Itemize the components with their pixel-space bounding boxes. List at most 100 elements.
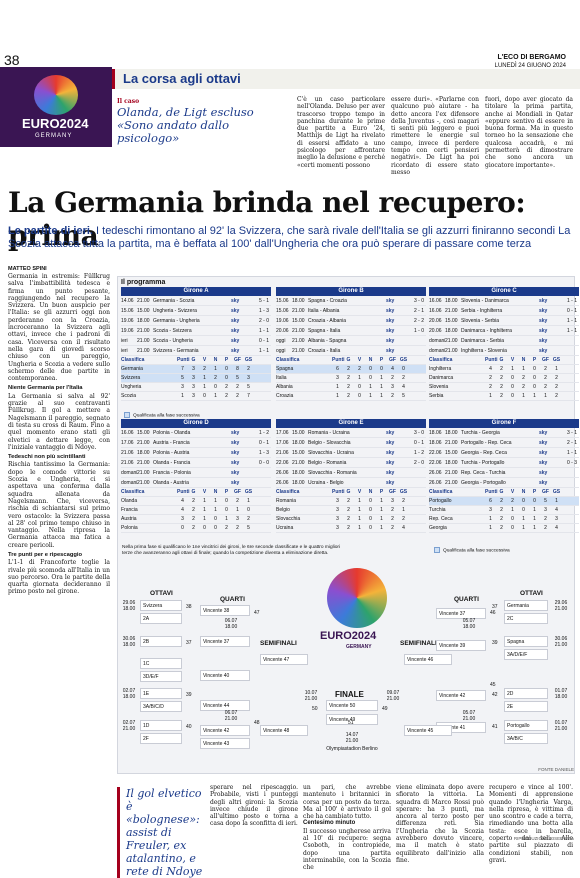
tv-channel: sky	[539, 318, 548, 324]
ottavi-time: 18.00	[122, 642, 136, 648]
match-date: 26.06	[276, 480, 289, 486]
match-teams: Svizzera - Germania	[153, 348, 199, 354]
standings-cell: 1	[402, 507, 405, 513]
standings-cell: 1	[380, 507, 383, 513]
match-time: 21.00	[445, 470, 458, 476]
standings-cell: 0	[533, 375, 536, 381]
case-lead: Olanda, de Ligt escluso «Sono andato dal…	[117, 105, 254, 145]
tv-channel: sky	[386, 318, 395, 324]
standings-cell: 0	[522, 498, 525, 504]
team-name: Slovenia	[429, 384, 449, 390]
match-date: ieri	[121, 348, 128, 354]
tv-channel: sky	[386, 440, 395, 446]
standings-cell: 6	[336, 366, 339, 372]
match-score: 3 - 0	[413, 430, 424, 436]
standings-header-cell: Punti	[485, 357, 498, 363]
standings-cell: 2	[500, 393, 503, 399]
match-score: 1 - 1	[566, 298, 577, 304]
match-time: 15.00	[292, 450, 305, 456]
standings-header-cell: Classifica	[276, 357, 300, 363]
match-number: 39	[492, 640, 498, 646]
match-number: 42	[492, 692, 498, 698]
ottavi-slot: Spagna	[504, 636, 548, 647]
standings-cell: 3	[192, 366, 195, 372]
ottavi-date: 30.06 18.00	[120, 636, 138, 648]
standings-cell: 0	[247, 507, 250, 513]
tv-channel: sky	[231, 450, 240, 456]
match-date: 26.06	[276, 470, 289, 476]
standings-cell: 3	[181, 516, 184, 522]
standings-cell: 2	[500, 375, 503, 381]
standings-cell: 0	[369, 516, 372, 522]
semifinal-date: 10.07 21.00	[300, 690, 322, 702]
standings-header-cell: GS	[552, 489, 561, 495]
match-date: domani	[121, 470, 137, 476]
standings-row: Albania 1 2 0 1 1 3 4	[276, 383, 426, 392]
standings-cell: 2	[555, 375, 558, 381]
match-date: 20.06	[429, 328, 442, 334]
article-column: Germania in estremis: Füllkrug salva l'i…	[8, 273, 110, 596]
standings-cell: 5	[544, 498, 547, 504]
standings-cell: 1	[555, 498, 558, 504]
ottavi-day: 02.07	[122, 720, 136, 726]
standings-header-cell: N	[368, 357, 373, 363]
standings-cell: 1	[369, 384, 372, 390]
standings-cell: 1	[489, 525, 492, 531]
match-time: 21.00	[445, 308, 458, 314]
standings-cell: 0	[511, 375, 514, 381]
match-row: domani 21.00 Inghilterra - Slovenia sky	[429, 346, 579, 356]
standings-header-cell: Classifica	[276, 489, 300, 495]
article-paragraph: La Germania si salva al 92' grazie al su…	[8, 392, 110, 451]
match-time: 21.00	[445, 348, 458, 354]
match-date: 26.06	[429, 470, 442, 476]
qualified-swatch	[124, 412, 130, 418]
standings-cell: 1	[533, 516, 536, 522]
ottavi-date: 01.07 21.00	[552, 720, 570, 732]
team-name: Inghilterra	[429, 366, 452, 372]
match-teams: Polonia - Olanda	[153, 430, 191, 436]
standings-cell: 1	[203, 507, 206, 513]
tv-channel: sky	[386, 298, 395, 304]
ottavi-slot: 3A/B/C/D	[140, 701, 182, 712]
standings-cell: 0	[511, 393, 514, 399]
knockout-bracket: EURO2024 GERMANY OTTAVI QUARTI SEMIFINAL…	[120, 560, 572, 772]
standings-cell: 1	[380, 525, 383, 531]
ottavi-slot: 1D	[140, 720, 182, 731]
standings-cell: 1	[533, 393, 536, 399]
match-teams: Scozia - Ungheria	[153, 338, 193, 344]
standings-cell: 2	[500, 498, 503, 504]
ottavi-slot: Portogallo	[504, 720, 548, 731]
tv-channel: sky	[386, 480, 395, 486]
ottavi-time: 21.00	[554, 606, 568, 612]
standings-cell: 2	[225, 384, 228, 390]
ottavi-slot: 2C	[504, 613, 548, 624]
match-time: 18.00	[292, 440, 305, 446]
standings-cell: 4	[555, 507, 558, 513]
ottavi-time: 18.00	[122, 606, 136, 612]
page-number: 38	[4, 52, 20, 68]
section-title: La corsa agli ottavi	[123, 71, 241, 86]
match-score	[247, 478, 269, 487]
quarti-day: 06.07	[224, 710, 238, 716]
standings-cell: 2	[500, 384, 503, 390]
standings-cell: 3	[181, 384, 184, 390]
tv-channel: sky	[231, 440, 240, 446]
final-date-day: 14.07	[345, 732, 359, 738]
standings-header-cell: G	[346, 489, 351, 495]
match-time: 18.00	[445, 430, 458, 436]
group-header: Girone E	[276, 419, 426, 428]
standings-header-cell: Classifica	[121, 357, 145, 363]
match-row: 19.06 15.00 Croazia - Albania sky 2 - 2	[276, 316, 426, 326]
standings-cell: 8	[236, 366, 239, 372]
match-teams: Serbia - Inghilterra	[461, 308, 503, 314]
match-teams: Georgia - Portogallo	[461, 480, 506, 486]
quarti-slot: Vincente 44	[200, 700, 250, 711]
match-row: domani 21.00 Olanda - Austria sky	[121, 478, 271, 488]
match-row: 21.06 15.00 Slovacchia - Ucraina sky 1 -…	[276, 448, 426, 458]
standings-row: Belgio 3 2 1 0 1 2 1	[276, 506, 426, 515]
match-date: 20.06	[429, 318, 442, 324]
tv-channel: sky	[539, 348, 548, 354]
match-date: 26.06	[429, 480, 442, 486]
standings-cell: 2	[347, 393, 350, 399]
match-date: 22.06	[429, 450, 442, 456]
